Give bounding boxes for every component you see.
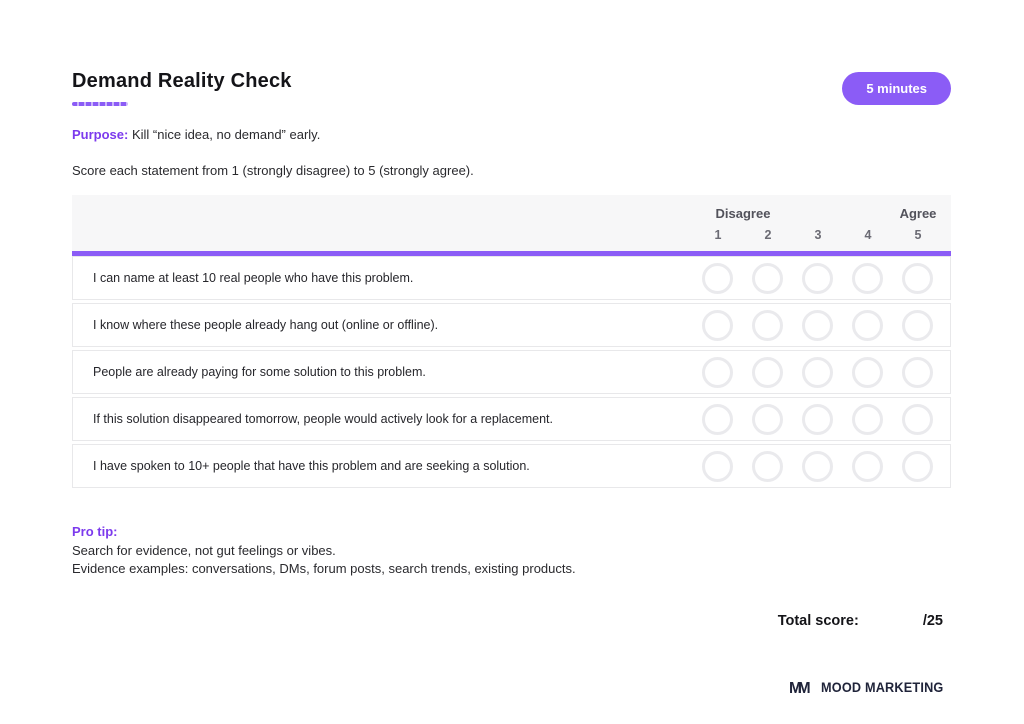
statement-text: If this solution disappeared tomorrow, p… [93,412,553,426]
rating-cell [892,309,942,341]
title-accent-dash [72,102,128,106]
rating-cell [842,262,892,294]
pro-tip: Pro tip: Search for evidence, not gut fe… [72,523,951,579]
svg-text:M: M [797,680,810,697]
scale-number-3: 3 [814,228,822,242]
mm-monogram-icon: M M [789,680,811,697]
total-score-label: Total score: [777,612,859,629]
statement-text: I have spoken to 10+ people that have th… [93,459,530,473]
rating-cell [842,403,892,435]
statement-text: I can name at least 10 real people who h… [93,271,414,285]
scale-number-2: 2 [764,228,772,242]
rating-cell [792,356,842,388]
rating-circle-3[interactable] [801,403,833,435]
rating-cell [692,450,742,482]
rating-circle-5[interactable] [901,450,933,482]
rating-circle-3[interactable] [801,356,833,388]
table-row: People are already paying for some solut… [72,350,951,394]
rating-circle-3[interactable] [801,262,833,294]
rating-circle-3[interactable] [801,309,833,341]
pro-tip-line2: Evidence examples: conversations, DMs, f… [72,561,576,576]
rating-cell [692,403,742,435]
rating-circle-5[interactable] [901,356,933,388]
rating-cell [792,262,842,294]
rating-cell [742,262,792,294]
rating-circle-3[interactable] [801,450,833,482]
rating-cell [842,356,892,388]
rating-cell [842,309,892,341]
rating-circle-1[interactable] [701,403,733,435]
time-badge: 5 minutes [842,72,951,105]
rating-circle-2[interactable] [751,262,783,294]
rating-circle-4[interactable] [851,450,883,482]
table-row: I know where these people already hang o… [72,303,951,347]
brand-logo: M M MOOD MARKETING [789,679,951,697]
rating-circle-1[interactable] [701,356,733,388]
total-score-value: /25 [922,612,943,629]
agree-label: Agree [899,206,937,221]
rating-circle-1[interactable] [701,309,733,341]
purpose-line: Purpose: Kill “nice idea, no demand” ear… [72,127,951,142]
brand-name: MOOD MARKETING [820,680,944,695]
rating-cell [892,356,942,388]
footer: M M MOOD MARKETING [72,679,951,697]
rating-circle-1[interactable] [701,450,733,482]
disagree-label: Disagree [715,206,771,221]
rating-circle-4[interactable] [851,403,883,435]
rating-cell [892,403,942,435]
rating-circle-5[interactable] [901,262,933,294]
instruction-text: Score each statement from 1 (strongly di… [72,163,474,178]
rating-cell [742,309,792,341]
rating-cell [692,356,742,388]
table-header: Disagree Agree 1 2 3 4 5 [72,195,951,251]
rating-circle-2[interactable] [751,450,783,482]
rating-cell [742,356,792,388]
rating-cell [742,450,792,482]
table-row: I can name at least 10 real people who h… [72,256,951,300]
rating-circle-2[interactable] [751,403,783,435]
pro-tip-line1: Search for evidence, not gut feelings or… [72,542,336,558]
rating-circle-4[interactable] [851,262,883,294]
rating-cell [892,262,942,294]
scale-number-5: 5 [914,228,922,242]
pro-tip-label: Pro tip: [72,524,118,539]
total-row: Total score: /25 [72,613,951,629]
header: Demand Reality Check 5 minutes [72,70,951,106]
statement-text: People are already paying for some solut… [93,365,426,379]
rating-cell [842,450,892,482]
score-table: Disagree Agree 1 2 3 4 5 I can name at least… [72,195,951,488]
rating-cell [792,309,842,341]
rating-cell [792,403,842,435]
rating-cell [792,450,842,482]
rating-cell [892,450,942,482]
table-row: If this solution disappeared tomorrow, p… [72,397,951,441]
scale-numbers: 1 2 3 4 5 [72,228,951,242]
statement-rows: I can name at least 10 real people who h… [72,256,951,488]
rating-circle-4[interactable] [851,356,883,388]
rating-circle-2[interactable] [751,309,783,341]
rating-cell [742,403,792,435]
rating-cell [692,262,742,294]
rating-circle-2[interactable] [751,356,783,388]
statement-text: I know where these people already hang o… [93,318,439,332]
svg-text:M: M [789,680,802,697]
rating-cell [692,309,742,341]
rating-circle-5[interactable] [901,403,933,435]
purpose-label: Purpose: [72,127,129,142]
scale-number-1: 1 [714,228,722,242]
title-block: Demand Reality Check [72,70,292,106]
rating-circle-4[interactable] [851,309,883,341]
rating-circle-5[interactable] [901,309,933,341]
purpose-text: Kill “nice idea, no demand” early. [128,127,321,142]
page-title: Demand Reality Check [72,70,292,92]
table-row: I have spoken to 10+ people that have th… [72,444,951,488]
scale-number-4: 4 [864,228,872,242]
accent-bar [72,251,951,256]
rating-circle-1[interactable] [701,262,733,294]
